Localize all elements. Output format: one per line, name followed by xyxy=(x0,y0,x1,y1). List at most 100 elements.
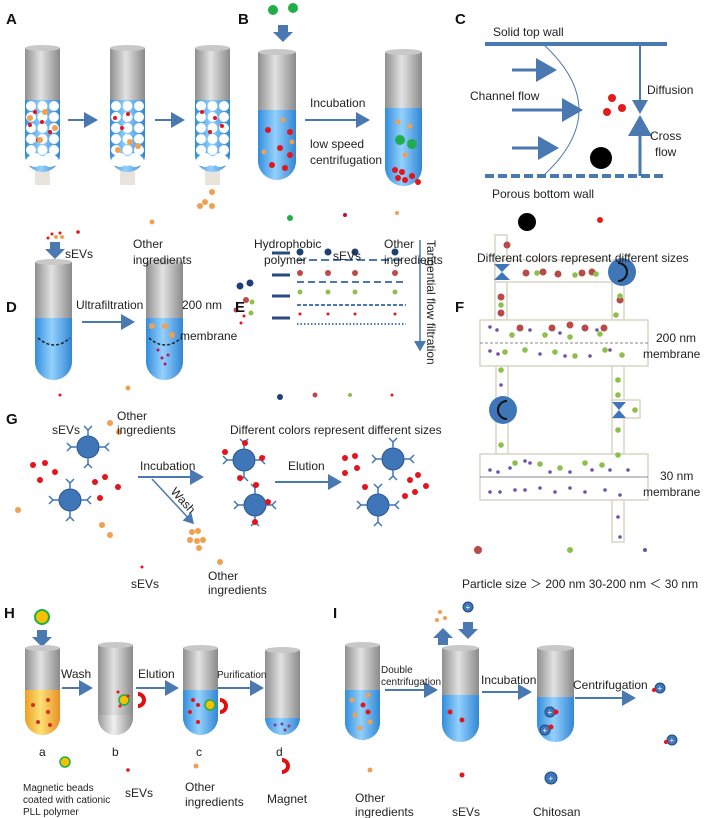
legend-sevs: sEVs xyxy=(333,249,361,263)
legend-sev-dot xyxy=(343,213,347,217)
antibody-icon xyxy=(356,500,362,506)
legend-other-dot xyxy=(193,763,199,769)
small-particle xyxy=(488,490,492,494)
tiny-particle xyxy=(393,312,397,316)
wash-arrow xyxy=(151,478,195,525)
panel-label-d: D xyxy=(6,299,17,316)
antibody-icon xyxy=(271,500,277,506)
membrane-label: 200 nm xyxy=(182,298,222,312)
bottom-wall-label: Porous bottom wall xyxy=(492,187,594,201)
column-bead xyxy=(122,123,133,133)
sev xyxy=(120,126,124,130)
tube-liquid xyxy=(345,690,380,740)
legend-sev-dot xyxy=(76,230,80,234)
cell-icon xyxy=(381,447,405,471)
legend-sev-dot xyxy=(459,772,465,778)
medium-particle xyxy=(297,270,303,276)
column-bead xyxy=(113,153,127,167)
small-particle xyxy=(568,486,572,490)
tube-liquid xyxy=(25,690,60,735)
sev xyxy=(115,484,121,490)
chitosan-icon xyxy=(539,724,551,736)
small-particle xyxy=(488,325,492,329)
small-particle xyxy=(603,108,611,116)
antibody-icon xyxy=(83,463,89,469)
other-ingredient xyxy=(52,125,58,131)
medium-particle xyxy=(593,271,599,277)
hydrophobic-polymer xyxy=(268,5,278,15)
other-ingredient xyxy=(162,323,168,329)
plus-icon: + xyxy=(548,708,553,717)
sev xyxy=(354,465,360,471)
small-particle xyxy=(528,461,532,465)
tube-label: a xyxy=(39,745,46,759)
antibody-icon xyxy=(86,495,92,501)
sev xyxy=(259,455,265,461)
large-particle xyxy=(351,248,359,256)
cell-icon xyxy=(76,435,100,459)
antibody-icon xyxy=(48,499,54,505)
large-particle xyxy=(391,248,399,256)
sev xyxy=(269,162,275,168)
medium-particle xyxy=(498,302,504,308)
legend-tiny-dot xyxy=(390,393,394,397)
legend-sevs: sEVs xyxy=(52,423,80,437)
sev xyxy=(222,449,228,455)
plus-icon: + xyxy=(466,603,471,612)
other-ingredient xyxy=(196,545,202,551)
other-ingredient xyxy=(209,203,215,209)
sev xyxy=(191,698,195,702)
sev xyxy=(31,703,35,707)
sev xyxy=(220,124,224,128)
membrane-label: 30 nm xyxy=(660,469,693,483)
down-arrow-icon xyxy=(458,622,478,639)
sev xyxy=(365,709,371,715)
medium-particle xyxy=(599,462,605,468)
column-bead xyxy=(134,134,144,144)
legend-other: Other xyxy=(185,780,215,794)
column-bead xyxy=(128,153,142,167)
tube-rim xyxy=(258,49,296,55)
large-particle xyxy=(522,269,530,277)
magnet-icon xyxy=(137,692,146,708)
column-bead xyxy=(196,145,206,155)
hydrophobic-polymer xyxy=(407,139,417,149)
sev xyxy=(407,477,413,483)
sev xyxy=(360,702,366,708)
panel-label-f: F xyxy=(455,299,464,316)
column-bead xyxy=(122,112,133,122)
medium-particle xyxy=(325,270,331,276)
column-bead xyxy=(122,145,133,155)
tube-bottom xyxy=(98,715,133,735)
legend-other-dot xyxy=(149,219,155,225)
sev xyxy=(273,723,277,727)
bead-coating xyxy=(34,609,50,625)
other-ingredient xyxy=(189,529,195,535)
other-ingredient xyxy=(127,139,133,145)
up-arrow-icon xyxy=(433,628,453,645)
step-label: Incubation xyxy=(140,459,195,473)
medium-particle xyxy=(613,312,619,318)
small-particle xyxy=(496,352,500,356)
legend-sevs: sEVs xyxy=(125,786,153,800)
sev xyxy=(237,475,243,481)
particle-size-legend: Particle size ＞ 200 nm 30-200 nm ＜ 30 nm xyxy=(462,577,698,591)
other-ingredient xyxy=(261,149,267,155)
sev xyxy=(277,145,283,151)
medium-particle xyxy=(615,452,621,458)
medium-particle xyxy=(567,334,573,340)
legend-large-dot xyxy=(518,213,536,231)
column-bead xyxy=(49,134,59,144)
legend-other: ingredients xyxy=(185,795,244,809)
medium-particle xyxy=(617,293,623,299)
antibody-icon xyxy=(222,459,228,465)
other-ingredient xyxy=(194,538,200,544)
cell-icon xyxy=(232,448,256,472)
medium-particle xyxy=(619,352,625,358)
large-particle xyxy=(600,324,608,332)
small-particle xyxy=(568,470,572,474)
small-particle xyxy=(590,468,594,472)
column-bead xyxy=(219,145,229,155)
large-particle xyxy=(590,147,612,169)
small-particle xyxy=(248,310,254,316)
